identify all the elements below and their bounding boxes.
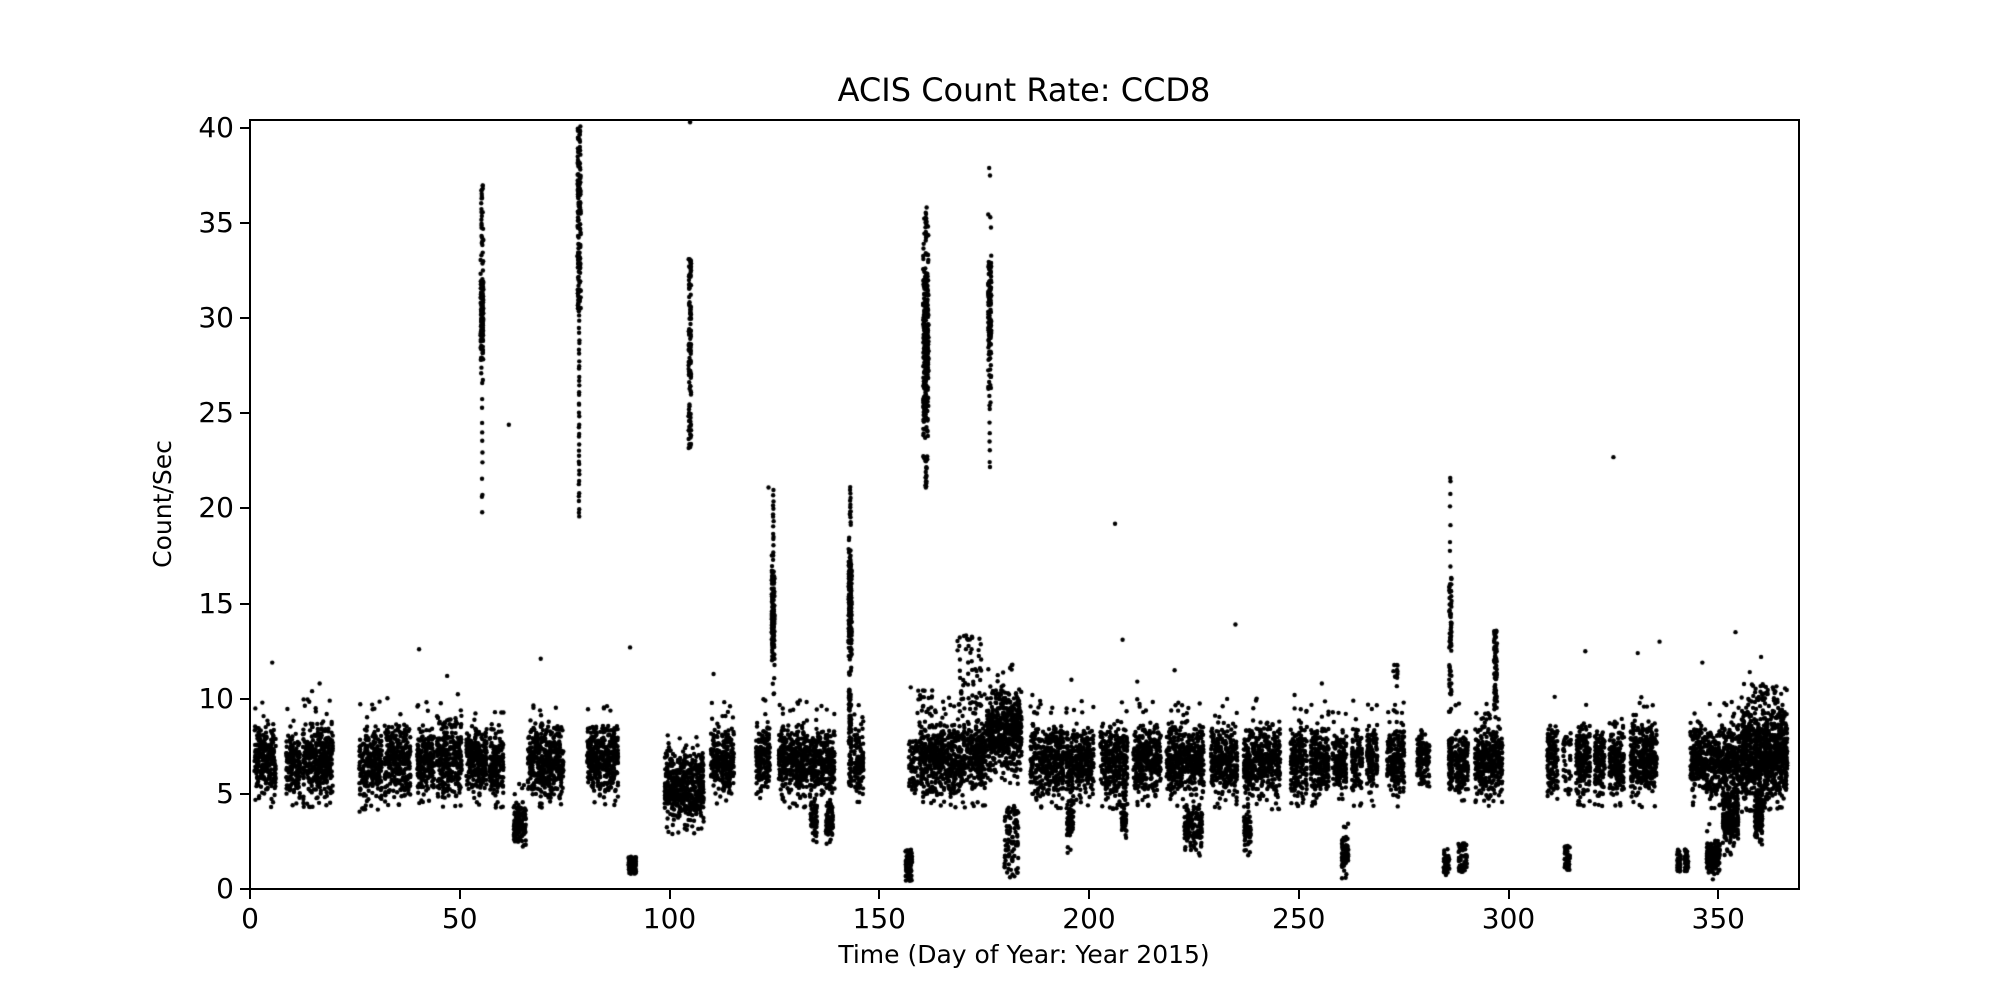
x-tick-mark [1507, 890, 1510, 899]
x-tick-mark [878, 890, 881, 899]
x-tick-label: 150 [852, 902, 906, 935]
x-tick-mark [1088, 890, 1091, 899]
y-tick-label: 10 [198, 681, 234, 715]
y-tick-label: 30 [198, 301, 234, 335]
x-tick-mark [1717, 890, 1720, 899]
y-tick-mark [240, 507, 249, 510]
x-tick-label: 350 [1691, 902, 1745, 935]
y-tick-mark [240, 317, 249, 320]
y-tick-label: 20 [198, 491, 234, 525]
x-tick-label: 100 [642, 902, 697, 935]
y-tick-label: 5 [216, 776, 234, 810]
y-tick-label: 40 [198, 110, 234, 144]
y-tick-label: 35 [198, 206, 234, 240]
x-tick-label: 50 [441, 902, 478, 935]
x-tick-mark [249, 890, 251, 899]
x-tick-mark [668, 890, 671, 899]
y-tick-mark [240, 697, 249, 700]
plot-area [249, 119, 1800, 890]
y-tick-label: 15 [198, 586, 234, 620]
x-axis-label: Time (Day of Year: Year 2015) [838, 940, 1210, 969]
x-tick-label: 200 [1062, 902, 1116, 935]
x-tick-label: 250 [1272, 902, 1326, 935]
y-tick-mark [240, 412, 249, 415]
x-tick-label: 300 [1481, 902, 1536, 935]
y-axis-label: Count/Sec [148, 440, 177, 568]
y-tick-mark [240, 222, 249, 225]
x-tick-mark [1297, 890, 1300, 899]
y-tick-label: 25 [198, 396, 234, 430]
y-tick-mark [240, 602, 249, 605]
scatter-canvas [251, 121, 1798, 889]
y-tick-label: 0 [216, 872, 234, 905]
x-tick-mark [458, 890, 461, 899]
y-tick-mark [240, 888, 249, 890]
y-tick-mark [240, 792, 249, 795]
y-tick-mark [240, 126, 249, 129]
x-tick-label: 0 [241, 902, 259, 935]
chart-title: ACIS Count Rate: CCD8 [837, 71, 1211, 109]
